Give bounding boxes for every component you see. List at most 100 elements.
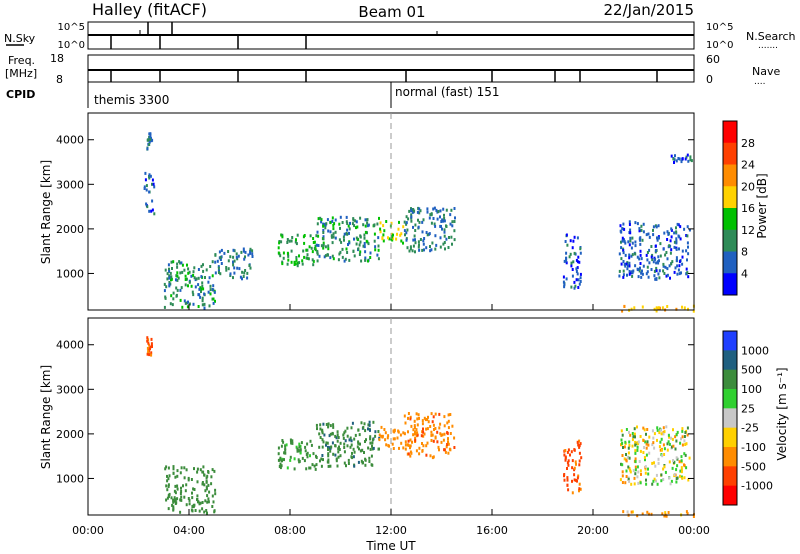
scan-cell [347, 458, 350, 462]
scan-cell [296, 447, 299, 451]
scan-cell [625, 428, 628, 431]
scan-cell [151, 199, 154, 203]
scan-cell [445, 208, 448, 212]
scan-cell [193, 467, 195, 471]
scan-cell [628, 444, 631, 447]
scan-cell [323, 255, 326, 259]
colorbar-tick-label: 100 [741, 383, 762, 396]
scan-cell [427, 415, 429, 419]
scan-cell [579, 272, 582, 276]
scan-cell [342, 433, 345, 437]
scan-cell [277, 452, 280, 456]
scan-cell [662, 269, 665, 273]
scan-cell [379, 230, 382, 234]
scan-cell [277, 458, 280, 462]
scan-cell [668, 264, 671, 268]
scan-cell [201, 481, 204, 484]
scan-cell [335, 457, 338, 461]
colorbar-segment [723, 447, 737, 467]
scan-cell [205, 479, 208, 483]
scan-cell [295, 256, 298, 259]
scan-cell [361, 461, 364, 465]
scan-cell [443, 448, 446, 452]
scan-cell [393, 437, 396, 441]
scan-cell [187, 300, 189, 304]
scan-cell [196, 467, 199, 471]
scan-cell [366, 218, 369, 222]
scan-cell [442, 207, 445, 211]
scan-cell [251, 255, 254, 258]
scan-cell [434, 224, 437, 228]
scan-cell [630, 482, 633, 486]
scan-cell [351, 222, 354, 226]
scan-cell [149, 345, 152, 349]
scan-cell [681, 427, 684, 431]
scan-cell [172, 505, 175, 509]
scan-cell [681, 249, 684, 253]
scan-cell [412, 225, 414, 229]
scan-cell [377, 248, 380, 252]
colorbar-tick-label: -100 [741, 441, 766, 454]
scan-cell [203, 473, 206, 477]
scan-cell [368, 420, 371, 424]
scan-cell [208, 276, 211, 280]
scan-cell [641, 238, 644, 242]
y-tick-label: 4000 [56, 339, 84, 352]
nsky-label: N.Sky [4, 32, 36, 45]
scan-cell [658, 306, 661, 310]
scan-cell [687, 275, 690, 279]
scan-cell [634, 443, 637, 447]
scan-cell [305, 467, 308, 471]
scan-cell [303, 255, 306, 259]
scan-cell [629, 236, 632, 240]
scan-cell [678, 264, 681, 268]
scan-cell [184, 278, 187, 281]
scan-cell [662, 264, 665, 268]
scan-cell [359, 240, 362, 244]
scan-cell [281, 459, 283, 463]
scan-cell [353, 464, 356, 468]
scan-cell [438, 426, 441, 430]
scan-cell [440, 433, 443, 437]
scan-cell [571, 491, 574, 495]
scan-cell [327, 229, 330, 233]
scan-cell [628, 243, 631, 247]
scan-cell [180, 495, 183, 499]
scan-cell [631, 444, 634, 448]
scan-cell [360, 421, 363, 425]
scan-cell [301, 262, 304, 266]
scan-cell [219, 258, 222, 261]
freq-panel-frame [87, 54, 695, 83]
scan-cell [316, 230, 319, 234]
scan-cell [306, 253, 309, 257]
scan-cell [578, 439, 581, 443]
nave-tick-top: 60 [706, 53, 720, 66]
scan-cell [646, 428, 649, 431]
scan-cell [151, 182, 153, 186]
scan-cell [679, 237, 682, 241]
scan-cell [439, 422, 442, 426]
scan-cell [204, 489, 207, 493]
scan-cell [578, 444, 581, 448]
scan-cell [146, 205, 149, 209]
scan-cell [646, 510, 649, 514]
scan-cell [378, 447, 380, 451]
scan-cell [576, 266, 579, 270]
scan-cell [349, 436, 352, 440]
scan-cell [384, 431, 387, 435]
scan-cell [369, 441, 372, 445]
scan-cell [227, 250, 230, 253]
scan-cell [681, 429, 684, 433]
scan-cell [168, 269, 171, 273]
x-tick-label: 12:00 [375, 524, 407, 537]
scan-cell [579, 442, 582, 446]
scan-cell [636, 465, 639, 469]
scan-cell [562, 275, 565, 279]
scan-cell [619, 478, 622, 482]
scan-cell [434, 436, 437, 440]
scan-cell [432, 423, 435, 427]
scan-cell [414, 238, 416, 242]
scan-cell [662, 478, 665, 481]
scan-cell [416, 431, 419, 435]
scan-cell [426, 207, 429, 211]
